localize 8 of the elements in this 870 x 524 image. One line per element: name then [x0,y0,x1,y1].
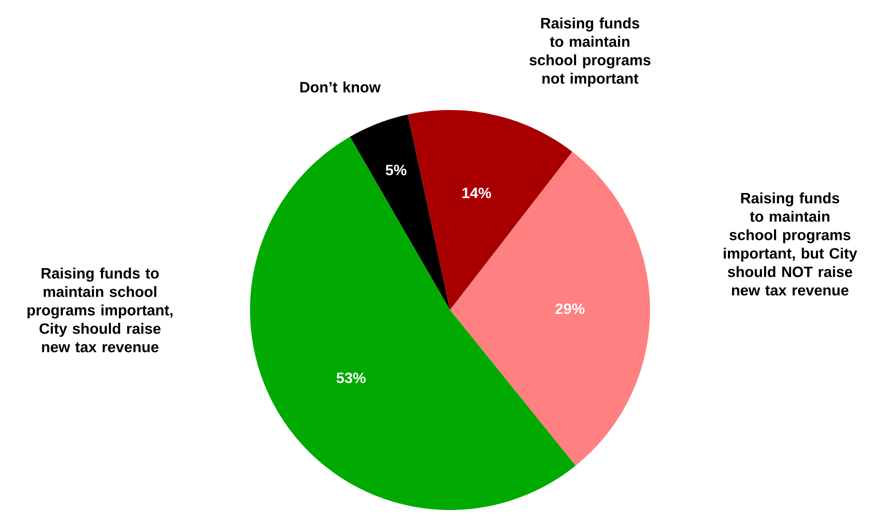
slice-label: Raising funds to maintain school programs important, City should raise new tax revenue [28,268,172,352]
data-label: 14% [462,188,492,198]
slice-label: Raising funds to maintain school programs important, but City should NOT raise new tax revenue [724,192,858,296]
data-label: 5% [386,164,406,176]
slice-label: Don’t know [300,81,381,92]
data-label: 29% [556,303,585,314]
data-label: 53% [336,372,366,384]
slice-label: Raising funds to maintain school programs not important [530,18,650,87]
